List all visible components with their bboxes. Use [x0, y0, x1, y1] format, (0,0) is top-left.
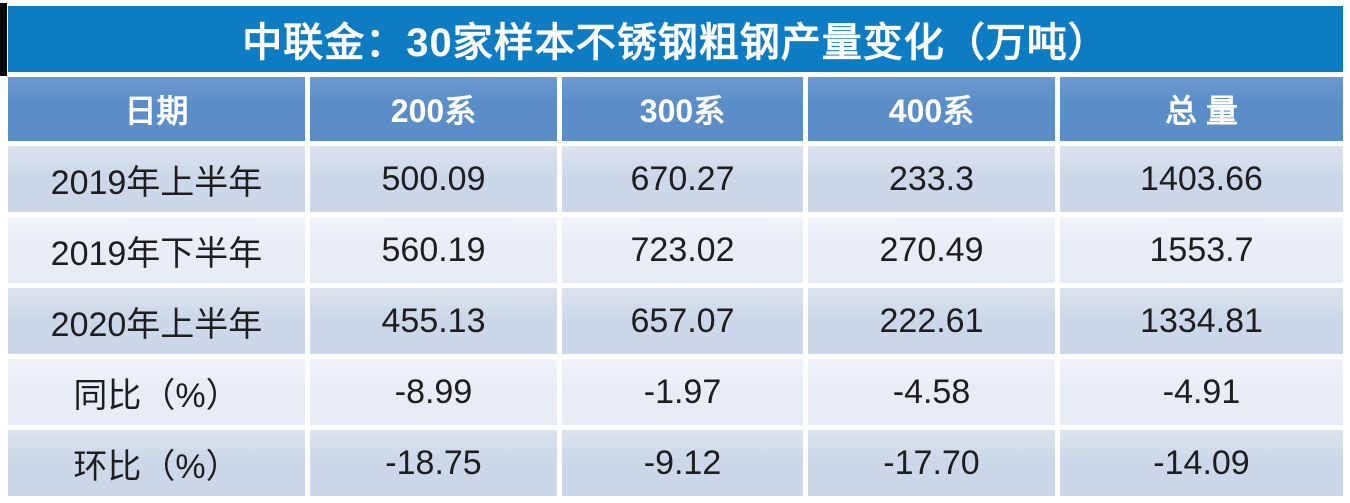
header-cell-200: 200系 — [310, 77, 557, 141]
header-cell-total: 总 量 — [1060, 77, 1343, 141]
row-label: 2019年下半年 — [8, 217, 305, 283]
row-label: 2019年上半年 — [8, 146, 305, 212]
value-cell: -18.75 — [310, 430, 557, 496]
value-cell: 670.27 — [562, 146, 803, 212]
value-cell: 500.09 — [310, 146, 557, 212]
header-cell-400: 400系 — [808, 77, 1055, 141]
value-cell: 222.61 — [808, 288, 1055, 354]
value-cell: 657.07 — [562, 288, 803, 354]
table-title-bar: 中联金：30家样本不锈钢粗钢产量变化（万吨） — [8, 6, 1343, 72]
table-row: 2020年上半年 455.13 657.07 222.61 1334.81 — [8, 288, 1343, 354]
title-accent-bar — [0, 3, 7, 76]
value-cell: 455.13 — [310, 288, 557, 354]
row-label: 同比（%） — [8, 359, 305, 425]
value-cell: 1553.7 — [1060, 217, 1343, 283]
value-cell: -1.97 — [562, 359, 803, 425]
value-cell: 723.02 — [562, 217, 803, 283]
table-row: 环比（%） -18.75 -9.12 -17.70 -14.09 — [8, 430, 1343, 496]
table-row: 2019年上半年 500.09 670.27 233.3 1403.66 — [8, 146, 1343, 212]
production-table: 日期 200系 300系 400系 总 量 2019年上半年 500.09 67… — [3, 72, 1348, 501]
value-cell: 1334.81 — [1060, 288, 1343, 354]
table-row: 同比（%） -8.99 -1.97 -4.58 -4.91 — [8, 359, 1343, 425]
row-label: 环比（%） — [8, 430, 305, 496]
value-cell: -4.91 — [1060, 359, 1343, 425]
value-cell: -14.09 — [1060, 430, 1343, 496]
page-title: 中联金：30家样本不锈钢粗钢产量变化（万吨） — [242, 21, 1109, 65]
row-label: 2020年上半年 — [8, 288, 305, 354]
table-row: 2019年下半年 560.19 723.02 270.49 1553.7 — [8, 217, 1343, 283]
value-cell: 233.3 — [808, 146, 1055, 212]
value-cell: -8.99 — [310, 359, 557, 425]
value-cell: 560.19 — [310, 217, 557, 283]
header-cell-date: 日期 — [8, 77, 305, 141]
value-cell: 1403.66 — [1060, 146, 1343, 212]
value-cell: -17.70 — [808, 430, 1055, 496]
value-cell: 270.49 — [808, 217, 1055, 283]
value-cell: -9.12 — [562, 430, 803, 496]
header-row: 日期 200系 300系 400系 总 量 — [8, 77, 1343, 141]
value-cell: -4.58 — [808, 359, 1055, 425]
header-cell-300: 300系 — [562, 77, 803, 141]
